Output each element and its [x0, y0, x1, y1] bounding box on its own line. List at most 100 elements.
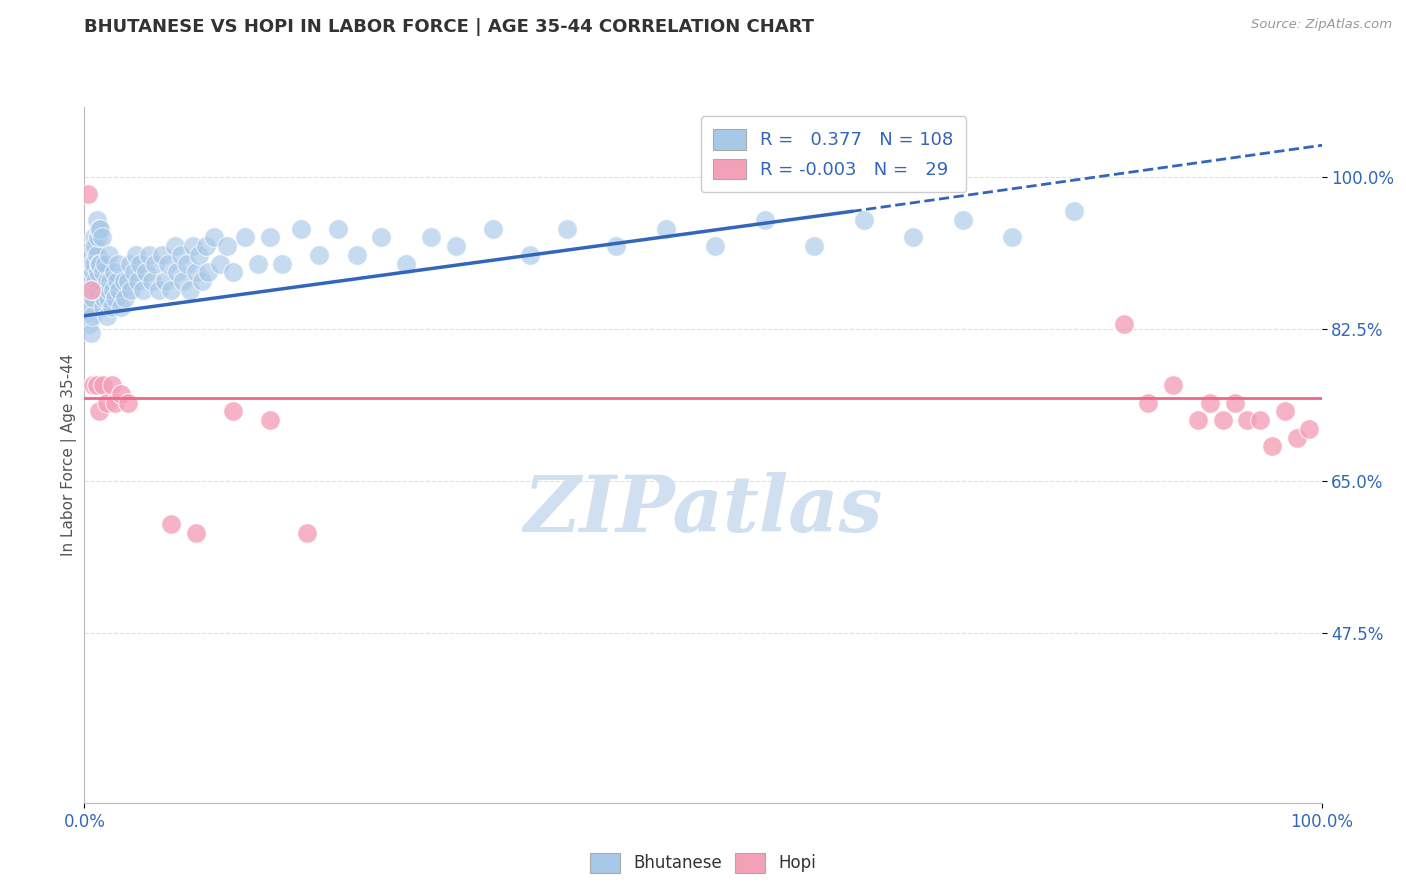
Point: [104, 396, 127, 410]
Point: [519, 248, 541, 262]
Point: [148, 283, 170, 297]
Point: [188, 248, 211, 262]
Point: [1298, 422, 1320, 436]
Point: [222, 404, 245, 418]
Point: [160, 517, 183, 532]
Point: [163, 239, 186, 253]
Point: [122, 265, 145, 279]
Point: [903, 230, 925, 244]
Point: [271, 257, 294, 271]
Point: [233, 230, 256, 244]
Point: [131, 283, 153, 297]
Point: [246, 257, 269, 271]
Point: [105, 274, 128, 288]
Point: [91, 265, 114, 279]
Point: [96, 396, 118, 410]
Point: [952, 213, 974, 227]
Point: [120, 283, 142, 297]
Point: [83, 230, 105, 244]
Point: [79, 291, 101, 305]
Point: [117, 396, 139, 410]
Point: [1112, 318, 1135, 332]
Point: [91, 300, 114, 314]
Point: [127, 274, 149, 288]
Point: [79, 300, 101, 314]
Point: [194, 239, 217, 253]
Point: [326, 222, 349, 236]
Point: [172, 274, 194, 288]
Point: [79, 318, 101, 332]
Point: [97, 291, 120, 305]
Point: [191, 274, 214, 288]
Point: [202, 230, 225, 244]
Point: [295, 526, 318, 541]
Point: [444, 239, 467, 253]
Point: [77, 283, 100, 297]
Point: [86, 213, 108, 227]
Point: [346, 248, 368, 262]
Point: [98, 283, 121, 297]
Point: [259, 413, 281, 427]
Point: [96, 309, 118, 323]
Point: [222, 265, 245, 279]
Point: [704, 239, 727, 253]
Point: [308, 248, 330, 262]
Point: [655, 222, 678, 236]
Point: [79, 274, 101, 288]
Point: [803, 239, 825, 253]
Point: [179, 283, 201, 297]
Point: [209, 257, 232, 271]
Point: [79, 326, 101, 341]
Point: [82, 378, 104, 392]
Point: [83, 257, 105, 271]
Point: [80, 257, 103, 271]
Point: [197, 265, 219, 279]
Point: [1236, 413, 1258, 427]
Point: [77, 187, 100, 202]
Point: [86, 378, 108, 392]
Text: ZIPatlas: ZIPatlas: [523, 473, 883, 549]
Y-axis label: In Labor Force | Age 35-44: In Labor Force | Age 35-44: [62, 354, 77, 556]
Point: [1274, 404, 1296, 418]
Point: [93, 291, 115, 305]
Point: [290, 222, 312, 236]
Point: [83, 283, 105, 297]
Legend: Bhutanese, Hopi: Bhutanese, Hopi: [583, 847, 823, 880]
Point: [184, 265, 207, 279]
Point: [82, 265, 104, 279]
Point: [395, 257, 418, 271]
Point: [1285, 431, 1308, 445]
Point: [100, 300, 122, 314]
Point: [89, 257, 111, 271]
Point: [181, 239, 204, 253]
Point: [86, 283, 108, 297]
Point: [129, 257, 152, 271]
Point: [1001, 230, 1024, 244]
Point: [160, 283, 183, 297]
Point: [215, 239, 238, 253]
Point: [77, 300, 100, 314]
Point: [87, 230, 110, 244]
Point: [1261, 439, 1284, 453]
Text: BHUTANESE VS HOPI IN LABOR FORCE | AGE 35-44 CORRELATION CHART: BHUTANESE VS HOPI IN LABOR FORCE | AGE 3…: [84, 18, 814, 36]
Point: [754, 213, 776, 227]
Point: [125, 248, 148, 262]
Point: [84, 274, 107, 288]
Text: Source: ZipAtlas.com: Source: ZipAtlas.com: [1251, 18, 1392, 31]
Point: [1212, 413, 1234, 427]
Point: [138, 248, 160, 262]
Point: [184, 526, 207, 541]
Point: [110, 300, 132, 314]
Point: [91, 378, 114, 392]
Point: [79, 283, 101, 297]
Point: [1161, 378, 1184, 392]
Point: [1223, 396, 1246, 410]
Point: [98, 248, 121, 262]
Point: [84, 239, 107, 253]
Point: [96, 274, 118, 288]
Point: [114, 291, 136, 305]
Point: [170, 248, 193, 262]
Point: [82, 239, 104, 253]
Point: [166, 265, 188, 279]
Point: [141, 274, 163, 288]
